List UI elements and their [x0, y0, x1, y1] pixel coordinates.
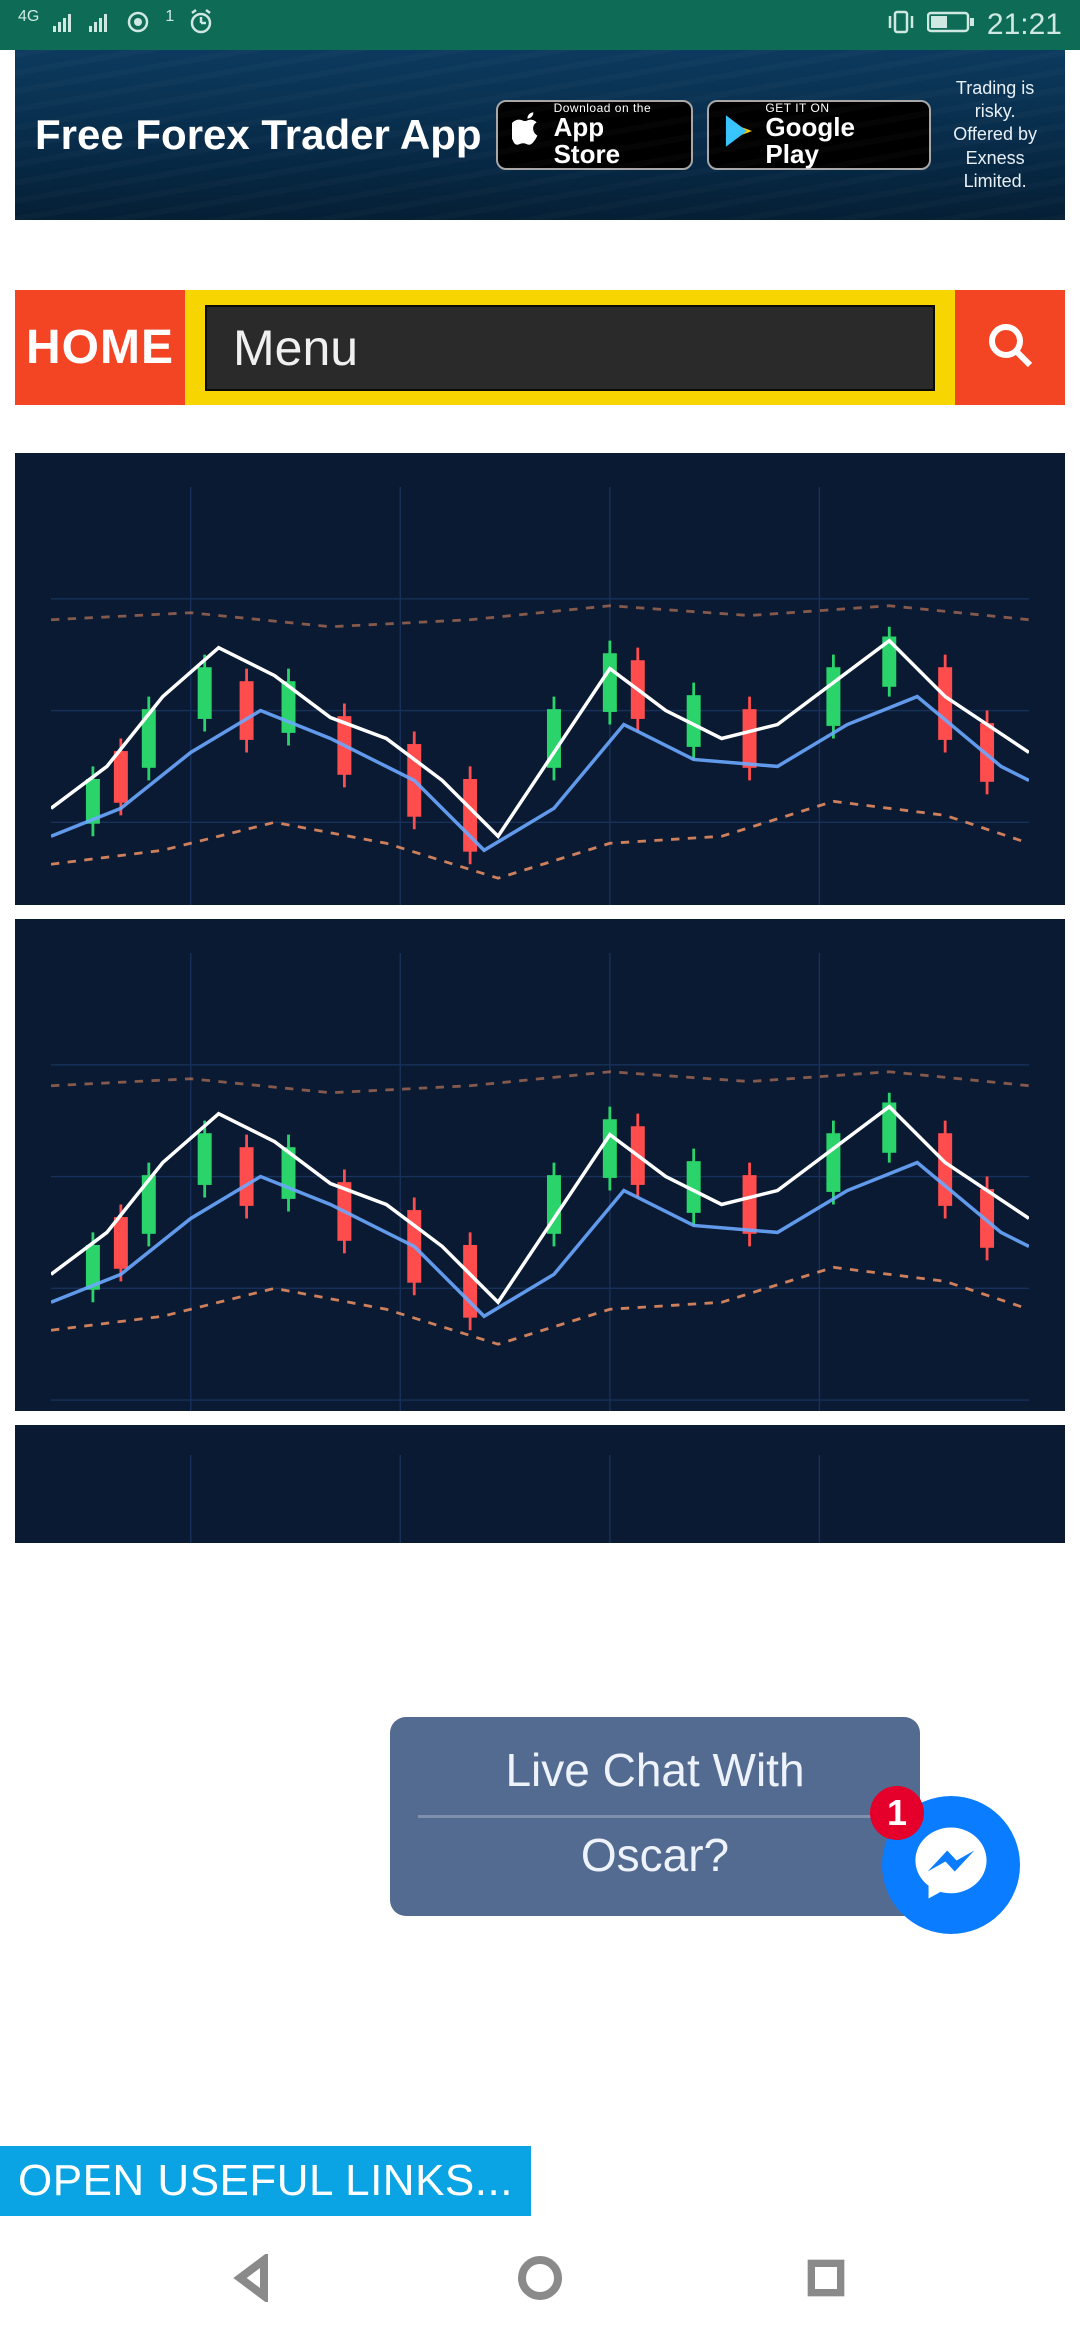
- chart-background: [51, 487, 1029, 905]
- article-card[interactable]: Daily Forex Signal For Trial DAILY FOREX…: [15, 453, 1065, 905]
- hotspot-icon: [125, 9, 151, 42]
- apple-icon: [512, 112, 544, 159]
- site-nav: HOME Menu: [15, 290, 1065, 405]
- useful-links-button[interactable]: OPEN USEFUL LINKS...: [0, 2146, 531, 2216]
- signal-icon: [53, 11, 75, 39]
- search-button[interactable]: [955, 290, 1065, 405]
- nav-menu-wrap: Menu: [185, 290, 955, 405]
- status-left: 4G 1: [18, 9, 214, 42]
- menu-dropdown[interactable]: Menu: [205, 305, 935, 391]
- notification-badge: 1: [870, 1786, 924, 1840]
- network-type-label: 4G: [18, 8, 39, 26]
- ad-title: Free Forex Trader App: [35, 111, 482, 159]
- back-button[interactable]: [222, 2246, 286, 2310]
- recents-button[interactable]: [794, 2246, 858, 2310]
- article-card[interactable]: Daily Forex Signal For Trial: [15, 1425, 1065, 1543]
- app-store-text: Download on the App Store: [554, 102, 678, 168]
- alarm-icon: [188, 9, 214, 42]
- notif-count: 1: [165, 8, 174, 26]
- messenger-icon: [911, 1823, 991, 1908]
- article-card[interactable]: Daily Forex Signal For Trial DAILY FOREX…: [15, 919, 1065, 1411]
- chat-line2: Oscar?: [418, 1824, 892, 1886]
- article-feed: Daily Forex Signal For Trial DAILY FOREX…: [15, 453, 1065, 1543]
- android-status-bar: 4G 1 21:21: [0, 0, 1080, 50]
- nav-home-button[interactable]: HOME: [15, 290, 185, 405]
- android-nav-bar: [0, 2216, 1080, 2340]
- messenger-button[interactable]: 1: [882, 1796, 1020, 1934]
- chat-line1: Live Chat With: [418, 1739, 892, 1818]
- ad-disclaimer: Trading is risky. Offered by Exness Limi…: [945, 77, 1045, 194]
- google-play-text: GET IT ON Google Play: [765, 102, 915, 168]
- google-play-badge[interactable]: GET IT ON Google Play: [707, 100, 931, 170]
- clock-label: 21:21: [987, 8, 1062, 42]
- search-icon: [986, 321, 1034, 374]
- play-icon: [723, 114, 755, 157]
- ad-banner[interactable]: Free Forex Trader App Download on the Ap…: [15, 50, 1065, 220]
- battery-icon: [927, 10, 975, 41]
- chat-tooltip[interactable]: Live Chat With Oscar?: [390, 1717, 920, 1916]
- chart-background: [51, 1455, 1029, 1543]
- home-button[interactable]: [508, 2246, 572, 2310]
- signal-icon-2: [89, 11, 111, 39]
- vibrate-icon: [887, 10, 915, 41]
- status-right: 21:21: [887, 8, 1062, 42]
- chart-background: [51, 953, 1029, 1411]
- app-store-badge[interactable]: Download on the App Store: [496, 100, 694, 170]
